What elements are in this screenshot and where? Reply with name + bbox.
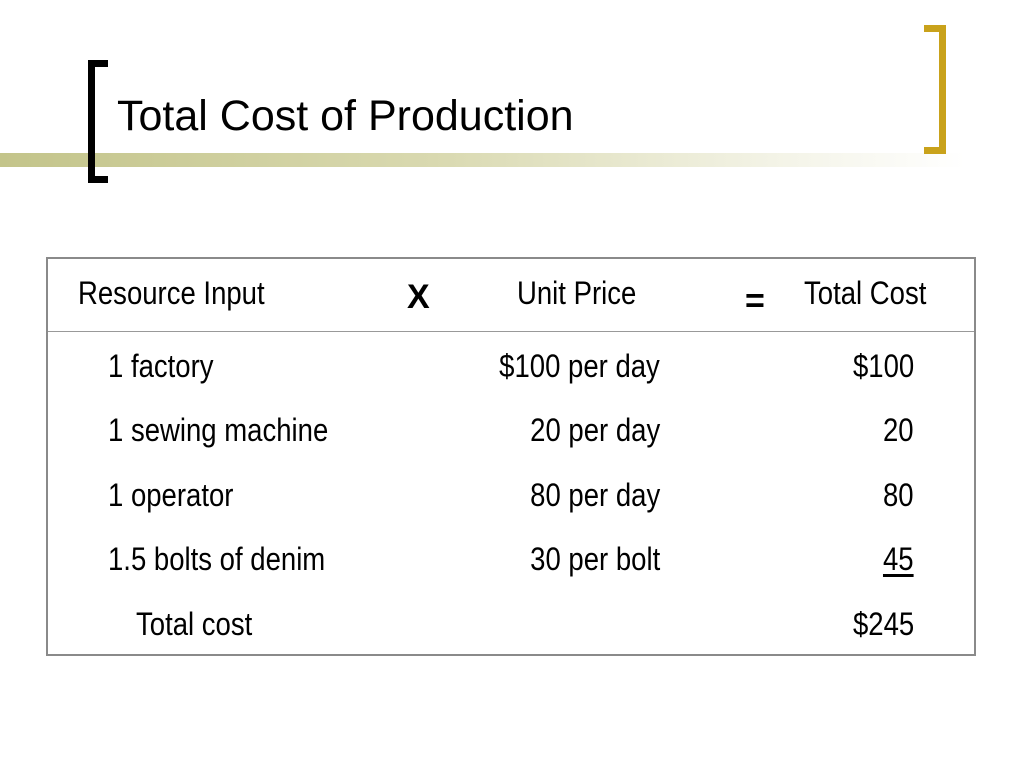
multiply-operator: X — [407, 278, 430, 316]
row-unit-price: $100 per day — [499, 348, 660, 384]
cost-table: Resource Input X Unit Price = Total Cost… — [46, 257, 976, 656]
row-resource: 1 sewing machine — [108, 412, 329, 448]
title-decorative-rule — [0, 153, 965, 167]
equals-operator: = — [745, 282, 765, 320]
page-title: Total Cost of Production — [117, 92, 574, 140]
row-resource: 1 operator — [108, 477, 234, 513]
header-unit-price: Unit Price — [517, 275, 637, 311]
row-total: 20 — [883, 412, 914, 448]
right-bracket-decoration — [924, 25, 946, 154]
row-total: 80 — [883, 477, 914, 513]
row-total-underlined: 45 — [840, 539, 914, 579]
row-unit-price: 30 per bolt — [529, 541, 660, 577]
header-resource-input: Resource Input — [78, 275, 265, 311]
row-total: $100 — [852, 348, 914, 384]
header-total-cost: Total Cost — [804, 275, 927, 311]
row-total-value: 45 — [883, 541, 914, 577]
row-unit-price: 80 per day — [529, 477, 660, 513]
total-cost-label: Total cost — [136, 606, 253, 642]
header-divider — [48, 331, 974, 332]
left-bracket-decoration — [88, 60, 108, 183]
total-cost-value: $245 — [852, 606, 914, 642]
row-resource: 1.5 bolts of denim — [108, 541, 326, 577]
row-unit-price: 20 per day — [529, 412, 660, 448]
row-resource: 1 factory — [108, 348, 214, 384]
